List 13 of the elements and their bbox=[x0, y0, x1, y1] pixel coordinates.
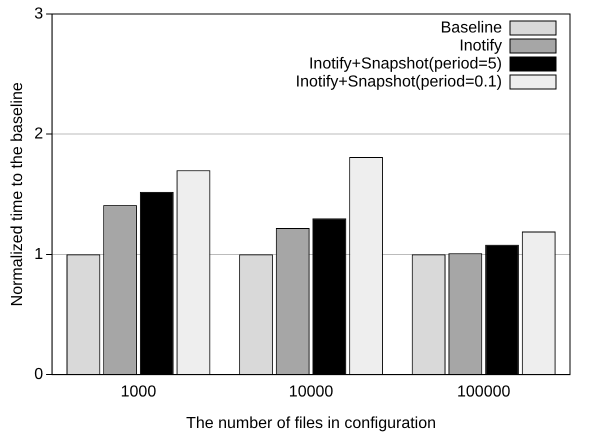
y-tick-label: 1 bbox=[34, 246, 44, 263]
x-tick-label: 10000 bbox=[288, 384, 334, 401]
y-tick-label: 2 bbox=[34, 126, 44, 143]
legend-label: Baseline bbox=[440, 19, 502, 36]
x-tick-label: 1000 bbox=[120, 384, 156, 401]
x-axis-title: The number of files in configuration bbox=[186, 414, 436, 432]
legend-label: Inotify+Snapshot(period=5) bbox=[308, 55, 502, 72]
legend-label: Inotify bbox=[459, 37, 502, 54]
y-tick-label: 3 bbox=[34, 5, 44, 22]
legend-label: Inotify+Snapshot(period=0.1) bbox=[296, 73, 502, 90]
y-tick-label: 0 bbox=[34, 366, 44, 384]
y-axis-title: Normalized time to the baseline bbox=[9, 82, 26, 306]
x-tick-label: 100000 bbox=[456, 384, 510, 401]
